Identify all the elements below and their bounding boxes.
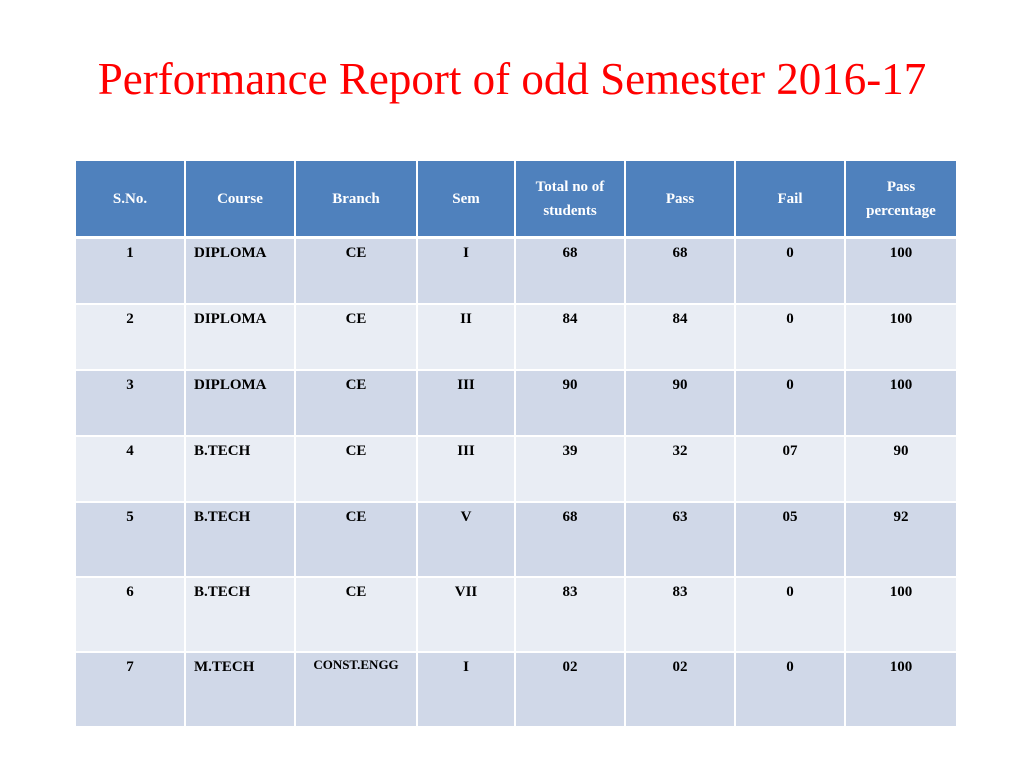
- cell-pass: 83: [626, 578, 736, 653]
- cell-branch: CE: [296, 503, 418, 578]
- header-pct-line2: percentage: [866, 202, 936, 219]
- performance-table: S.No. Course Branch Sem Total no of stud…: [76, 161, 956, 728]
- cell-course: B.TECH: [186, 503, 296, 578]
- page-title: Performance Report of odd Semester 2016-…: [97, 54, 927, 104]
- cell-sem: III: [418, 437, 516, 503]
- table-row: 4 B.TECH CE III 39 32 07 90: [76, 437, 956, 503]
- cell-branch: CE: [296, 305, 418, 371]
- cell-sno: 5: [76, 503, 186, 578]
- cell-total: 02: [516, 653, 626, 728]
- header-total-line2: students: [543, 202, 597, 219]
- cell-course: DIPLOMA: [186, 371, 296, 437]
- table-row: 2 DIPLOMA CE II 84 84 0 100: [76, 305, 956, 371]
- cell-pass: 90: [626, 371, 736, 437]
- table-row: 5 B.TECH CE V 68 63 05 92: [76, 503, 956, 578]
- cell-sem: VII: [418, 578, 516, 653]
- cell-sem: V: [418, 503, 516, 578]
- cell-sem: II: [418, 305, 516, 371]
- cell-sno: 2: [76, 305, 186, 371]
- cell-sno: 1: [76, 239, 186, 305]
- cell-pass: 32: [626, 437, 736, 503]
- table-row: 1 DIPLOMA CE I 68 68 0 100: [76, 239, 956, 305]
- cell-total: 83: [516, 578, 626, 653]
- cell-pct: 100: [846, 578, 956, 653]
- header-total-students: Total no of students: [516, 161, 626, 239]
- cell-sno: 3: [76, 371, 186, 437]
- header-pass-percentage: Pass percentage: [846, 161, 956, 239]
- table-row: 3 DIPLOMA CE III 90 90 0 100: [76, 371, 956, 437]
- cell-fail: 0: [736, 239, 846, 305]
- cell-pct: 100: [846, 371, 956, 437]
- cell-branch: CE: [296, 578, 418, 653]
- header-sno: S.No.: [76, 161, 186, 239]
- cell-pass: 68: [626, 239, 736, 305]
- cell-pass: 84: [626, 305, 736, 371]
- cell-branch: CONST.ENGG: [296, 653, 418, 728]
- cell-course: DIPLOMA: [186, 239, 296, 305]
- header-fail: Fail: [736, 161, 846, 239]
- header-pass: Pass: [626, 161, 736, 239]
- cell-total: 90: [516, 371, 626, 437]
- cell-course: B.TECH: [186, 437, 296, 503]
- cell-pct: 92: [846, 503, 956, 578]
- cell-branch: CE: [296, 371, 418, 437]
- header-course: Course: [186, 161, 296, 239]
- cell-total: 68: [516, 239, 626, 305]
- cell-fail: 05: [736, 503, 846, 578]
- cell-course: B.TECH: [186, 578, 296, 653]
- cell-pct: 100: [846, 305, 956, 371]
- cell-fail: 07: [736, 437, 846, 503]
- table-row: 7 M.TECH CONST.ENGG I 02 02 0 100: [76, 653, 956, 728]
- cell-fail: 0: [736, 305, 846, 371]
- cell-course: DIPLOMA: [186, 305, 296, 371]
- cell-pct: 90: [846, 437, 956, 503]
- table-row: 6 B.TECH CE VII 83 83 0 100: [76, 578, 956, 653]
- cell-sno: 4: [76, 437, 186, 503]
- cell-total: 39: [516, 437, 626, 503]
- cell-pct: 100: [846, 653, 956, 728]
- header-total-line1: Total no of: [535, 178, 605, 195]
- cell-total: 84: [516, 305, 626, 371]
- cell-total: 68: [516, 503, 626, 578]
- cell-branch: CE: [296, 239, 418, 305]
- cell-sem: I: [418, 239, 516, 305]
- header-pct-line1: Pass: [886, 178, 916, 195]
- cell-fail: 0: [736, 653, 846, 728]
- cell-sem: III: [418, 371, 516, 437]
- cell-pct: 100: [846, 239, 956, 305]
- cell-sem: I: [418, 653, 516, 728]
- cell-sno: 6: [76, 578, 186, 653]
- cell-branch: CE: [296, 437, 418, 503]
- cell-course: M.TECH: [186, 653, 296, 728]
- header-sem: Sem: [418, 161, 516, 239]
- cell-fail: 0: [736, 371, 846, 437]
- table-header-row: S.No. Course Branch Sem Total no of stud…: [76, 161, 956, 239]
- cell-fail: 0: [736, 578, 846, 653]
- header-branch: Branch: [296, 161, 418, 239]
- cell-pass: 63: [626, 503, 736, 578]
- cell-sno: 7: [76, 653, 186, 728]
- cell-pass: 02: [626, 653, 736, 728]
